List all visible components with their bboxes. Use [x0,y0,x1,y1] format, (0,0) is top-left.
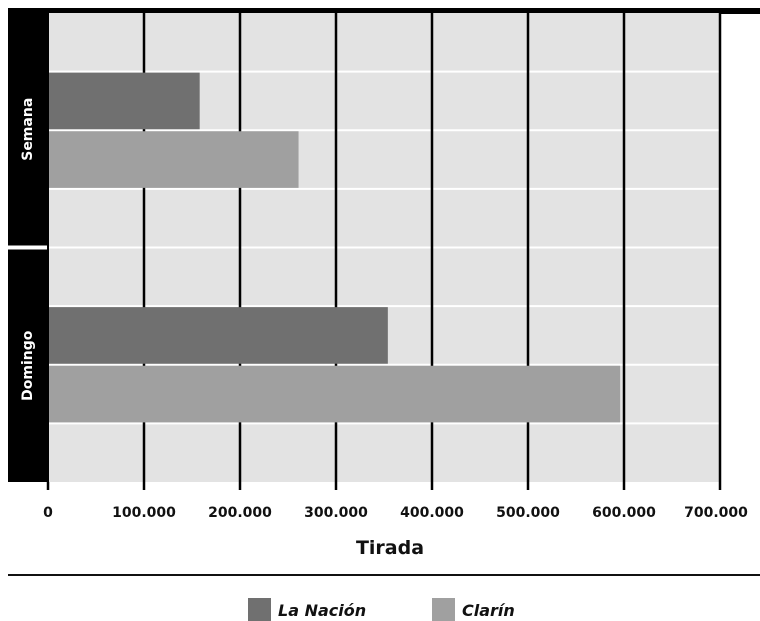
x-tick-label: 500.000 [496,505,560,521]
legend-label: Clarín [462,601,515,620]
x-tick-label: 400.000 [400,505,464,521]
category-label: Domingo [20,330,36,401]
bar-la-nacion-semana [48,72,200,130]
legend-swatch [248,598,271,621]
x-tick-label: 100.000 [112,505,176,521]
bar-la-nacion-domingo [48,307,388,364]
x-tick-label: 300.000 [304,505,368,521]
bar-clarin-semana [48,131,299,188]
legend-label: La Nación [278,601,366,620]
category-band [8,13,48,246]
x-axis-title: Tirada [356,537,424,559]
category-band [8,249,48,482]
bar-clarin-domingo [48,365,621,423]
legend-swatch [432,598,455,621]
x-tick-label: 0 [43,505,53,521]
category-label: Semana [20,98,36,161]
top-frame [8,8,760,14]
x-tick-label: 700.000 [684,505,748,521]
x-tick-label: 600.000 [592,505,656,521]
x-tick-label: 200.000 [208,505,272,521]
